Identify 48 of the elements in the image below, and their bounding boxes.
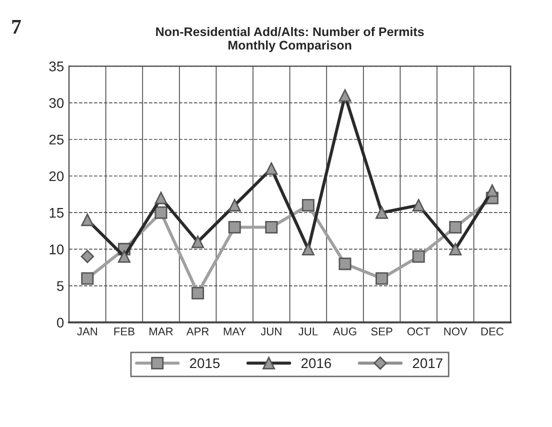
- y-tick-label: 5: [56, 281, 64, 291]
- point: [81, 214, 94, 226]
- x-tick-label: JAN: [77, 328, 97, 336]
- point: [376, 206, 388, 219]
- point: [265, 162, 278, 175]
- legend-label: 2015: [190, 358, 220, 368]
- point: [486, 184, 498, 197]
- y-tick-label: 20: [49, 171, 64, 182]
- y-tick-label: 30: [49, 98, 64, 108]
- point: [302, 242, 314, 256]
- x-tick-label: MAR: [150, 328, 173, 336]
- x-tick-label: MAY: [224, 328, 246, 336]
- point: [412, 250, 425, 263]
- x-tick-label: JUL: [298, 328, 318, 336]
- point: [154, 192, 168, 204]
- point: [302, 199, 314, 212]
- point: [80, 250, 94, 264]
- y-tick-label: 15: [50, 208, 64, 218]
- point: [118, 250, 130, 263]
- x-tick-label: SEP: [371, 328, 392, 336]
- point: [228, 199, 241, 212]
- x-tick-label: APR: [186, 328, 209, 336]
- x-tick-label: JUN: [260, 328, 282, 336]
- legend-label: 2017: [412, 358, 442, 368]
- y-tick-label: 35: [49, 62, 64, 72]
- text: 7: [12, 20, 21, 34]
- chart-title: Non-Residential Add/Alts: Number of Permits Monthly Comparison: [156, 26, 424, 52]
- y-tick-label: 25: [49, 134, 64, 145]
- x-tick-label: FEB: [114, 328, 134, 336]
- point: [376, 272, 388, 285]
- y-tick-label: 10: [50, 244, 64, 254]
- point: [228, 220, 241, 234]
- point: [338, 89, 352, 102]
- x-tick-label: AUG: [332, 328, 356, 336]
- point: [192, 236, 204, 248]
- x-tick-label: OCT: [407, 328, 430, 336]
- point: [449, 242, 462, 256]
- legend-label: 2016: [301, 358, 332, 368]
- point: [154, 206, 168, 219]
- point: [449, 220, 462, 234]
- point: [192, 286, 204, 300]
- point: [338, 258, 352, 270]
- x-tick-label: DEC: [481, 328, 504, 336]
- x-tick-label: NOV: [444, 328, 468, 336]
- point: [412, 199, 425, 212]
- point: [81, 272, 94, 285]
- y-tick-label: 0: [56, 318, 64, 328]
- point: [265, 220, 278, 234]
